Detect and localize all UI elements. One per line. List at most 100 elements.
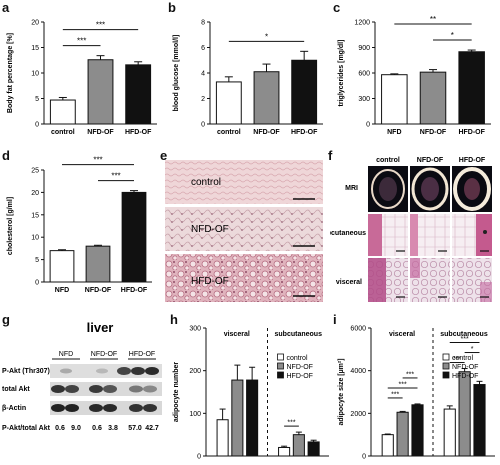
chart-blood-glucose: 0 2 4 6 8 blood glucose [mmol/l] control NFD-OF…: [173, 20, 323, 136]
panel-letter-i: i: [333, 312, 337, 327]
significance-label: ***: [391, 391, 399, 398]
y-tick-label: 1200: [354, 20, 370, 27]
significance-label: ***: [453, 356, 461, 363]
western-blot-panel-g: liver NFD NFD-OF HFD-OF P-Akt (Thr307) t…: [2, 320, 162, 432]
y-tick-label: 4000: [350, 368, 366, 375]
histology-image-nfd-of: [165, 207, 323, 251]
legend-label: HFD-OF: [452, 373, 478, 380]
group-label: subcutaneous: [275, 331, 323, 338]
group-label: visceral: [389, 331, 415, 338]
panel-letter-f: f: [328, 148, 333, 163]
y-tick-label: 25: [31, 168, 39, 175]
blot-band-row-pakt: [50, 364, 162, 378]
imaging-panel-f: control NFD-OF HFD-OF MRI subcutaneous v…: [330, 157, 492, 302]
mri-image-hfd-of: [452, 166, 492, 212]
x-tick-label: NFD-OF: [87, 129, 114, 136]
y-tick-label: 6000: [350, 326, 366, 333]
histology-image-control: [165, 160, 323, 204]
row-label-mri: MRI: [345, 185, 358, 192]
significance-label: ***: [461, 336, 469, 343]
column-label-control: control: [376, 157, 400, 164]
x-tick-label: HFD-OF: [291, 129, 318, 136]
column-label-nfd-of: NFD-OF: [417, 157, 444, 164]
blot-group-hfd-of: HFD-OF: [129, 351, 155, 358]
legend-swatch: [277, 371, 284, 379]
x-tick-label: NFD-OF: [85, 287, 112, 294]
panel-letter-h: h: [170, 312, 178, 327]
y-tick-label: 600: [358, 71, 370, 78]
y-tick-label: 2000: [350, 411, 366, 418]
significance-label: ***: [111, 172, 120, 181]
y-axis-label: Body fat percentage [%]: [7, 33, 14, 113]
group-label: visceral: [224, 331, 250, 338]
y-tick-label: 2: [201, 96, 205, 103]
significance-label: ***: [93, 156, 102, 165]
bar: [396, 411, 409, 457]
bar: [411, 404, 424, 457]
blot-ratio-value: 9.0: [71, 425, 81, 432]
y-tick-label: 900: [358, 45, 370, 52]
y-axis-label: cholesterol [g/ml]: [7, 197, 14, 255]
chart-cholesterol: 0 5 10 15 20 25 cholesterol [g/ml] NFD NFD-OF HFD…: [7, 156, 152, 294]
y-tick-label: 0: [197, 454, 201, 461]
histology-label-control: control: [191, 177, 221, 188]
x-tick-label: NFD-OF: [253, 129, 280, 136]
visceral-image-hfd-of: [452, 258, 492, 302]
visceral-image-control: [368, 258, 408, 302]
y-tick-label: 5: [35, 96, 39, 103]
y-tick-label: 0: [366, 122, 370, 129]
panel-letter-c: c: [333, 0, 341, 15]
y-tick-label: 0: [35, 122, 39, 129]
y-tick-label: 8: [201, 20, 205, 27]
x-tick-label: control: [217, 129, 241, 136]
blot-group-nfd-of: NFD-OF: [91, 351, 117, 358]
y-tick-label: 0: [35, 280, 39, 287]
panel-letter-e: e: [160, 148, 168, 163]
blot-ratio-value: 57.0: [128, 425, 142, 432]
blot-title: liver: [87, 320, 114, 335]
bar: [49, 250, 75, 283]
y-axis-label: adipocyte number: [173, 362, 180, 423]
blot-row-label-pakt: P-Akt (Thr307): [2, 368, 50, 375]
blot-band-row-totalakt: [50, 382, 162, 396]
y-tick-label: 20: [31, 190, 39, 197]
significance-label: ***: [399, 381, 407, 388]
y-tick-label: 20: [31, 20, 39, 27]
x-tick-label: HFD-OF: [125, 129, 152, 136]
blot-ratio-value: 0.6: [55, 425, 65, 432]
subcutaneous-image-nfd-of: [410, 214, 450, 256]
significance-label: *: [451, 31, 454, 40]
legend-swatch: [442, 353, 450, 361]
blot-ratio-value: 3.8: [108, 425, 118, 432]
blot-group-nfd: NFD: [59, 351, 73, 358]
bar: [458, 51, 485, 125]
legend-label: NFD-OF: [287, 364, 313, 371]
histology-label-hfd-of: HFD-OF: [191, 276, 229, 287]
bar: [443, 408, 456, 457]
x-tick-label: NFD: [387, 129, 401, 136]
bar: [121, 191, 147, 283]
significance-label: ***: [77, 37, 86, 46]
x-tick-label: HFD-OF: [458, 129, 485, 136]
group-label: subcutaneous: [440, 331, 488, 338]
chart-body-fat: 0 5 10 15 20 Body fat percentage [%] control NF…: [7, 20, 157, 136]
bar: [291, 59, 318, 125]
significance-label: ***: [406, 371, 414, 378]
bar: [458, 371, 471, 457]
x-tick-label: HFD-OF: [121, 287, 148, 294]
column-label-hfd-of: HFD-OF: [459, 157, 486, 164]
bar: [307, 441, 320, 457]
blot-ratio-value: 0.6: [92, 425, 102, 432]
histology-panel-e: control NFD-OF HFD-OF: [165, 160, 323, 302]
bar: [125, 64, 152, 125]
legend-label: control: [452, 355, 473, 362]
legend-swatch: [277, 353, 284, 361]
row-label-visceral: visceral: [336, 279, 362, 286]
x-tick-label: NFD-OF: [420, 129, 447, 136]
panel-letter-g: g: [2, 312, 10, 327]
panel-letter-d: d: [2, 148, 10, 163]
y-tick-label: 300: [358, 96, 370, 103]
panel-letter-b: b: [168, 0, 176, 15]
chart-adipocyte-size: 0 2000 4000 6000 adipocyte size [µm²] viscera…: [338, 326, 495, 461]
significance-label: ***: [287, 420, 295, 427]
